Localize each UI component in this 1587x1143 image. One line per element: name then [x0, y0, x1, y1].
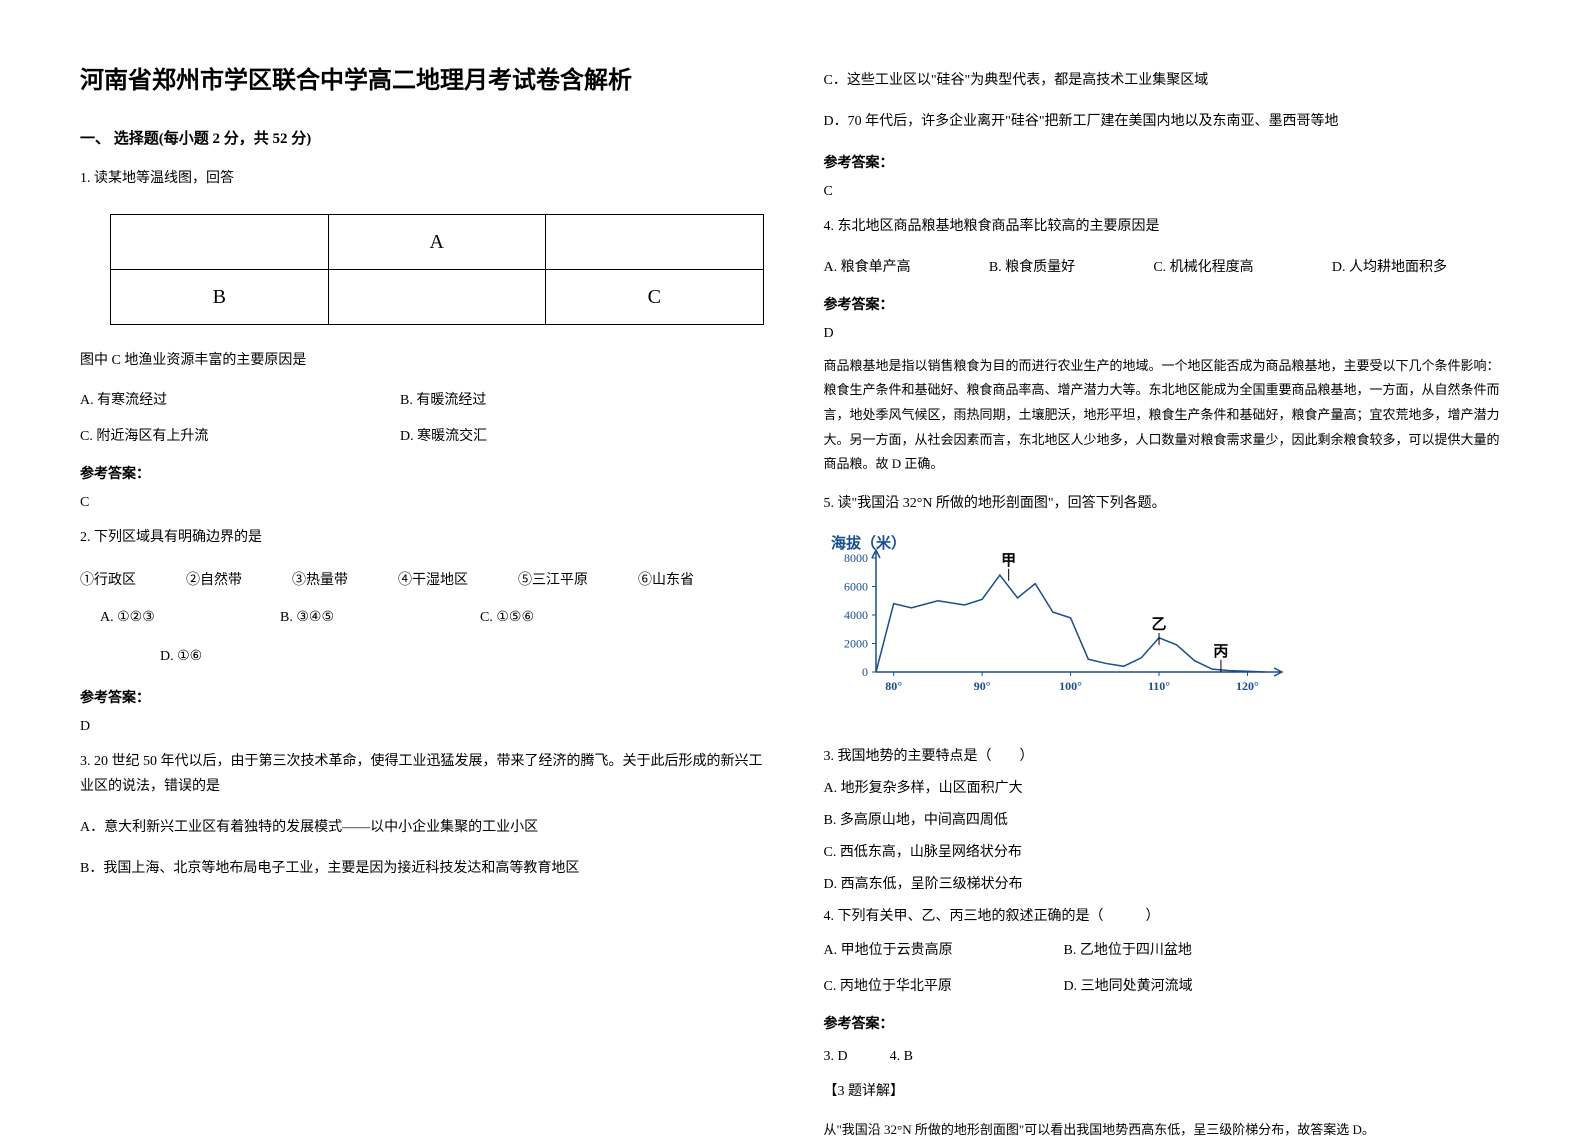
grid-cell [546, 215, 764, 270]
q4-answer: D [824, 326, 1508, 342]
q5-sub3-d: D. 西高东低，呈阶三级梯状分布 [824, 873, 1508, 893]
svg-text:120°: 120° [1236, 679, 1259, 693]
svg-text:110°: 110° [1147, 679, 1169, 693]
q2-c5: ⑤三江平原 [518, 569, 588, 589]
q3-opt-b: B．我国上海、北京等地布局电子工业，主要是因为接近科技发达和高等教育地区 [80, 856, 764, 881]
svg-text:4000: 4000 [844, 608, 868, 622]
grid-cell: C [546, 270, 764, 325]
svg-text:0: 0 [862, 665, 868, 679]
q5-sub4-d: D. 三地同处黄河流域 [1064, 975, 1193, 995]
q2-opt-b: B. ③④⑤ [280, 609, 480, 626]
svg-text:海拔（米）: 海拔（米） [831, 534, 906, 552]
q3-stem: 3. 20 世纪 50 年代以后，由于第三次技术革命，使得工业迅猛发展，带来了经… [80, 749, 764, 799]
q1-options-row2: C. 附近海区有上升流 D. 寒暖流交汇 [80, 425, 764, 445]
q5-sub3-a: A. 地形复杂多样，山区面积广大 [824, 777, 1508, 797]
q2-c4: ④干湿地区 [398, 569, 468, 589]
q5-detail-text: 从"我国沿 32°N 所做的地形剖面图"可以看出我国地势西高东低，呈三级阶梯分布… [824, 1118, 1508, 1143]
q5-chart: 海拔（米） 0 2000 4000 6000 8000 80° 90° 100° 110° 120°… [824, 534, 1508, 729]
q2-c2: ②自然带 [186, 569, 242, 589]
q5-sub3-c: C. 西低东高，山脉呈网络状分布 [824, 841, 1508, 861]
svg-text:90°: 90° [973, 679, 990, 693]
svg-text:2000: 2000 [844, 637, 868, 651]
q1-answer-label: 参考答案： [80, 463, 764, 483]
q4-options: A. 粮食单产高 B. 粮食质量好 C. 机械化程度高 D. 人均耕地面积多 [824, 256, 1508, 276]
q4-stem: 4. 东北地区商品粮基地粮食商品率比较高的主要原因是 [824, 214, 1508, 239]
q1-opt-b: B. 有暖流经过 [400, 389, 486, 409]
svg-text:8000: 8000 [844, 551, 868, 565]
q4-opt-c: C. 机械化程度高 [1153, 256, 1253, 276]
exam-title: 河南省郑州市学区联合中学高二地理月考试卷含解析 [80, 60, 764, 95]
svg-text:丙: 丙 [1213, 643, 1228, 660]
q1-grid-diagram: A B C [110, 214, 764, 325]
q5-sub4-b: B. 乙地位于四川盆地 [1064, 939, 1192, 959]
q5-detail-label: 【3 题详解】 [824, 1079, 1508, 1104]
q1-opt-a: A. 有寒流经过 [80, 389, 360, 409]
q2-answer-label: 参考答案： [80, 687, 764, 707]
q1-answer: C [80, 495, 764, 511]
q2-c3: ③热量带 [292, 569, 348, 589]
q2-options-row1: A. ①②③ B. ③④⑤ C. ①⑤⑥ [80, 609, 764, 626]
q5-sub4-stem: 4. 下列有关甲、乙、丙三地的叙述正确的是（ ） [824, 905, 1508, 925]
q3-opt-c: C．这些工业区以"硅谷"为典型代表，都是高技术工业集聚区域 [824, 68, 1508, 93]
grid-cell: A [328, 215, 546, 270]
q2-stem: 2. 下列区域具有明确边界的是 [80, 525, 764, 550]
q3-answer: C [824, 184, 1508, 200]
q5-sub4-c: C. 丙地位于华北平原 [824, 975, 1024, 995]
q5-sub4-row2: C. 丙地位于华北平原 D. 三地同处黄河流域 [824, 975, 1508, 995]
grid-cell [111, 215, 329, 270]
q1-opt-d: D. 寒暖流交汇 [400, 425, 487, 445]
q3-opt-a: A．意大利新兴工业区有着独特的发展模式——以中小企业集聚的工业小区 [80, 815, 764, 840]
q5-stem: 5. 读"我国沿 32°N 所做的地形剖面图"，回答下列各题。 [824, 491, 1508, 516]
q2-c6: ⑥山东省 [638, 569, 694, 589]
q4-opt-b: B. 粮食质量好 [989, 256, 1075, 276]
right-column: C．这些工业区以"硅谷"为典型代表，都是高技术工业集聚区域 D．70 年代后，许… [824, 60, 1508, 1062]
svg-text:100°: 100° [1059, 679, 1082, 693]
grid-cell [328, 270, 546, 325]
q1-sub: 图中 C 地渔业资源丰富的主要原因是 [80, 348, 764, 373]
q1-options-row1: A. 有寒流经过 B. 有暖流经过 [80, 389, 764, 409]
q3-answer-label: 参考答案： [824, 152, 1508, 172]
q2-opt-d: D. ①⑥ [160, 644, 764, 669]
q2-c1: ①行政区 [80, 569, 136, 589]
q5-sub4-a: A. 甲地位于云贵高原 [824, 939, 1024, 959]
svg-text:乙: 乙 [1151, 617, 1166, 633]
q2-circled-items: ①行政区 ②自然带 ③热量带 ④干湿地区 ⑤三江平原 ⑥山东省 [80, 569, 764, 589]
q5-sub4-row1: A. 甲地位于云贵高原 B. 乙地位于四川盆地 [824, 939, 1508, 959]
left-column: 河南省郑州市学区联合中学高二地理月考试卷含解析 一、 选择题(每小题 2 分，共… [80, 60, 764, 1062]
q5-sub3-b: B. 多高原山地，中间高四周低 [824, 809, 1508, 829]
q4-opt-a: A. 粮食单产高 [824, 256, 911, 276]
q4-explanation: 商品粮基地是指以销售粮食为目的而进行农业生产的地域。一个地区能否成为商品粮基地，… [824, 354, 1508, 477]
q2-opt-c: C. ①⑤⑥ [480, 609, 630, 626]
svg-text:6000: 6000 [844, 580, 868, 594]
q2-answer: D [80, 719, 764, 735]
section-1-header: 一、 选择题(每小题 2 分，共 52 分) [80, 127, 764, 148]
q3-opt-d: D．70 年代后，许多企业离开"硅谷"把新工厂建在美国内地以及东南亚、墨西哥等地 [824, 109, 1508, 134]
q1-opt-c: C. 附近海区有上升流 [80, 425, 360, 445]
q5-answer: 3. D 4. B [824, 1045, 1508, 1065]
q4-opt-d: D. 人均耕地面积多 [1332, 256, 1447, 276]
q1-stem: 1. 读某地等温线图，回答 [80, 166, 764, 191]
grid-cell: B [111, 270, 329, 325]
svg-text:80°: 80° [885, 679, 902, 693]
terrain-profile-chart: 海拔（米） 0 2000 4000 6000 8000 80° 90° 100° 110° 120°… [824, 534, 1294, 724]
q2-opt-a: A. ①②③ [100, 609, 280, 626]
q4-answer-label: 参考答案： [824, 294, 1508, 314]
q5-answer-label: 参考答案： [824, 1013, 1508, 1033]
svg-text:甲: 甲 [1001, 552, 1016, 569]
q5-sub3-stem: 3. 我国地势的主要特点是（ ） [824, 745, 1508, 765]
